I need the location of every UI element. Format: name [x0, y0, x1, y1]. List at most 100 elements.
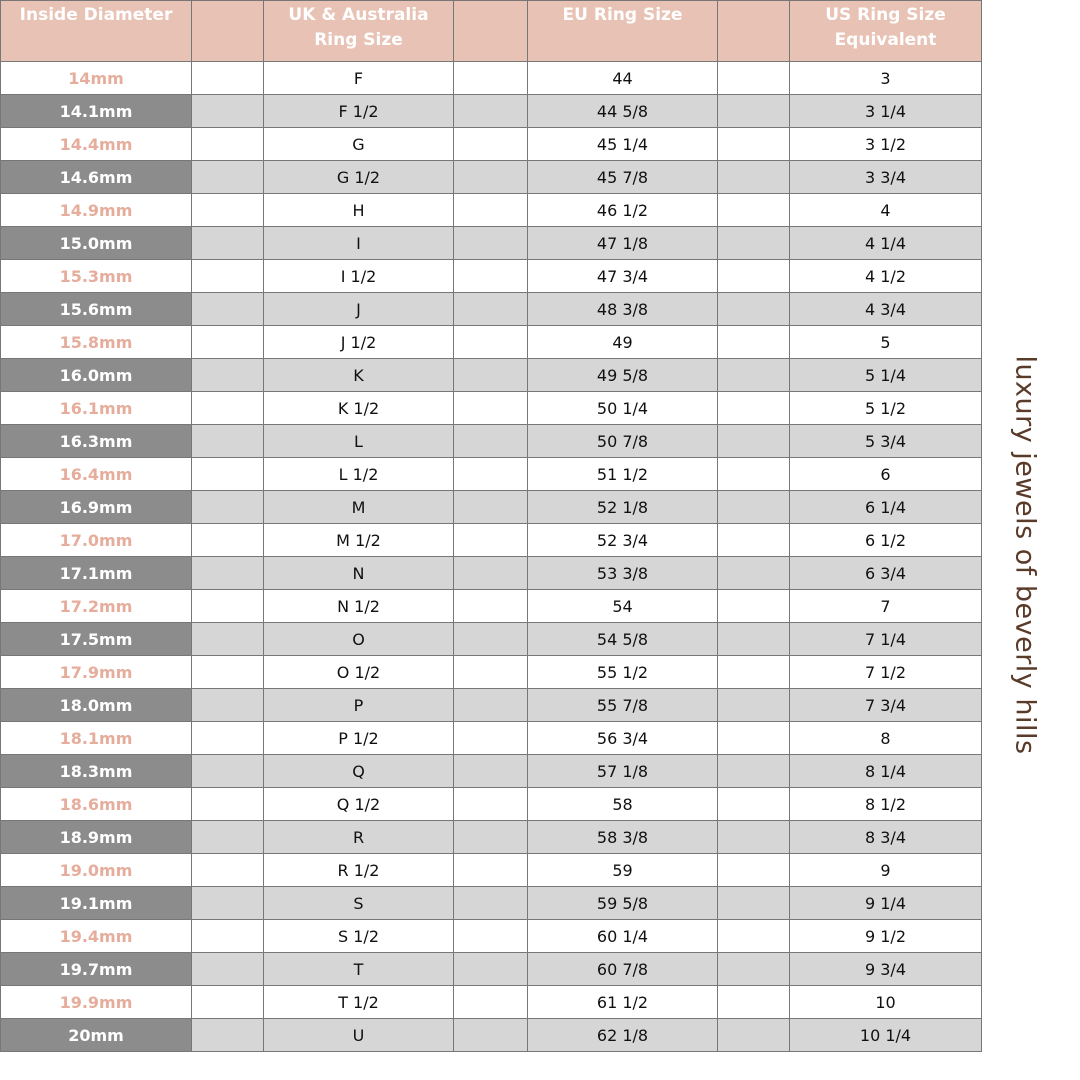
cell: 4 1/4 — [789, 226, 982, 260]
cell: US Ring Size Equivalent — [789, 0, 982, 62]
spacer-cell — [717, 622, 790, 656]
spacer-cell — [453, 919, 528, 953]
table-row: 17.2mm N 1/2 54 7 — [0, 589, 982, 623]
spacer-cell — [191, 886, 264, 920]
cell: 10 — [789, 985, 982, 1019]
spacer-cell — [717, 1018, 790, 1052]
spacer-cell — [453, 424, 528, 458]
cell: 7 1/4 — [789, 622, 982, 656]
table-row: 16.0mm K 49 5/8 5 1/4 — [0, 358, 982, 392]
spacer-cell — [191, 556, 264, 590]
cell: 49 — [527, 325, 718, 359]
diameter-cell: 17.2mm — [0, 589, 192, 623]
diameter-cell: 15.6mm — [0, 292, 192, 326]
cell: O — [263, 622, 454, 656]
spacer-cell — [717, 226, 790, 260]
spacer-cell — [191, 985, 264, 1019]
spacer-cell — [453, 820, 528, 854]
cell: 9 3/4 — [789, 952, 982, 986]
spacer-cell — [453, 358, 528, 392]
cell: 58 3/8 — [527, 820, 718, 854]
cell: 6 3/4 — [789, 556, 982, 590]
spacer-cell — [717, 61, 790, 95]
cell: K 1/2 — [263, 391, 454, 425]
cell: 5 1/2 — [789, 391, 982, 425]
spacer-cell — [453, 490, 528, 524]
cell: UK & Australia Ring Size — [263, 0, 454, 62]
cell: 52 1/8 — [527, 490, 718, 524]
table-row: 17.1mm N 53 3/8 6 3/4 — [0, 556, 982, 590]
table-row: 18.0mm P 55 7/8 7 3/4 — [0, 688, 982, 722]
diameter-cell: 17.1mm — [0, 556, 192, 590]
cell: O 1/2 — [263, 655, 454, 689]
table-row: 15.6mm J 48 3/8 4 3/4 — [0, 292, 982, 326]
cell: R 1/2 — [263, 853, 454, 887]
table-row: 19.0mm R 1/2 59 9 — [0, 853, 982, 887]
spacer-cell — [191, 325, 264, 359]
cell: 57 1/8 — [527, 754, 718, 788]
cell: 3 1/4 — [789, 94, 982, 128]
cell: 50 1/4 — [527, 391, 718, 425]
cell: 48 3/8 — [527, 292, 718, 326]
spacer-cell — [453, 688, 528, 722]
spacer-cell — [191, 853, 264, 887]
spacer-cell — [453, 160, 528, 194]
table-row: 15.8mm J 1/2 49 5 — [0, 325, 982, 359]
cell: P 1/2 — [263, 721, 454, 755]
cell: S — [263, 886, 454, 920]
spacer-cell — [191, 391, 264, 425]
spacer-cell — [717, 523, 790, 557]
spacer-cell — [453, 0, 528, 62]
cell: 7 3/4 — [789, 688, 982, 722]
spacer-cell — [717, 424, 790, 458]
cell: 59 — [527, 853, 718, 887]
spacer-cell — [191, 61, 264, 95]
diameter-cell: 14mm — [0, 61, 192, 95]
cell: 47 1/8 — [527, 226, 718, 260]
diameter-cell: 16.9mm — [0, 490, 192, 524]
spacer-cell — [717, 457, 790, 491]
spacer-cell — [453, 457, 528, 491]
spacer-cell — [717, 391, 790, 425]
cell: 62 1/8 — [527, 1018, 718, 1052]
table-row: 19.7mm T 60 7/8 9 3/4 — [0, 952, 982, 986]
table-row: 18.6mm Q 1/2 58 8 1/2 — [0, 787, 982, 821]
cell: S 1/2 — [263, 919, 454, 953]
cell: 58 — [527, 787, 718, 821]
spacer-cell — [453, 589, 528, 623]
spacer-cell — [453, 655, 528, 689]
spacer-cell — [191, 226, 264, 260]
diameter-cell: 16.4mm — [0, 457, 192, 491]
spacer-cell — [453, 721, 528, 755]
cell: 59 5/8 — [527, 886, 718, 920]
spacer-cell — [717, 325, 790, 359]
table-row: 14.6mm G 1/2 45 7/8 3 3/4 — [0, 160, 982, 194]
spacer-cell — [717, 787, 790, 821]
diameter-cell: 19.0mm — [0, 853, 192, 887]
spacer-cell — [453, 193, 528, 227]
spacer-cell — [191, 787, 264, 821]
table-row: 14mm F 44 3 — [0, 61, 982, 95]
spacer-cell — [191, 424, 264, 458]
spacer-cell — [453, 61, 528, 95]
spacer-cell — [191, 127, 264, 161]
spacer-cell — [453, 259, 528, 293]
spacer-cell — [717, 292, 790, 326]
table-row: 16.3mm L 50 7/8 5 3/4 — [0, 424, 982, 458]
cell: L 1/2 — [263, 457, 454, 491]
spacer-cell — [453, 787, 528, 821]
cell: EU Ring Size — [527, 0, 718, 62]
table-row: 14.4mm G 45 1/4 3 1/2 — [0, 127, 982, 161]
spacer-cell — [717, 721, 790, 755]
spacer-cell — [453, 325, 528, 359]
cell: J — [263, 292, 454, 326]
cell: Q 1/2 — [263, 787, 454, 821]
diameter-cell: 18.9mm — [0, 820, 192, 854]
table-row: 17.9mm O 1/2 55 1/2 7 1/2 — [0, 655, 982, 689]
cell: I 1/2 — [263, 259, 454, 293]
diameter-cell: 19.1mm — [0, 886, 192, 920]
cell: K — [263, 358, 454, 392]
cell: 7 — [789, 589, 982, 623]
diameter-cell: 16.0mm — [0, 358, 192, 392]
